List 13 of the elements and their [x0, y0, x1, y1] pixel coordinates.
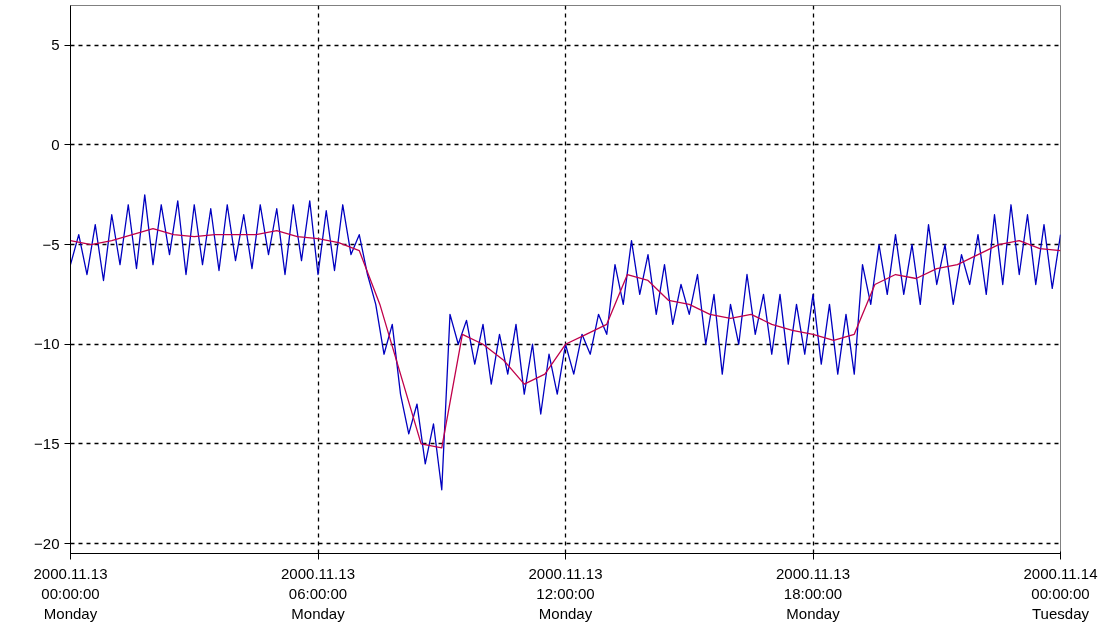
- y-tick-label: −15: [34, 434, 60, 452]
- y-tick-label: −10: [34, 335, 60, 353]
- line-series: [70, 194, 1061, 491]
- x-tick-label: 2000.11.13 18:00:00 Monday: [776, 564, 850, 623]
- x-tick-label: 2000.11.14 00:00:00 Tuesday: [1023, 564, 1098, 623]
- y-tick-label: 0: [51, 135, 60, 153]
- line-series: [70, 228, 1061, 449]
- x-tick-label: 2000.11.13 00:00:00 Monday: [33, 564, 108, 623]
- y-tick-label: −5: [42, 235, 60, 253]
- y-tick-label: 5: [51, 36, 60, 54]
- x-tick-label: 2000.11.13 06:00:00 Monday: [281, 564, 355, 623]
- x-tick-label: 2000.11.13 12:00:00 Monday: [528, 564, 603, 623]
- y-tick-label: −20: [34, 534, 60, 552]
